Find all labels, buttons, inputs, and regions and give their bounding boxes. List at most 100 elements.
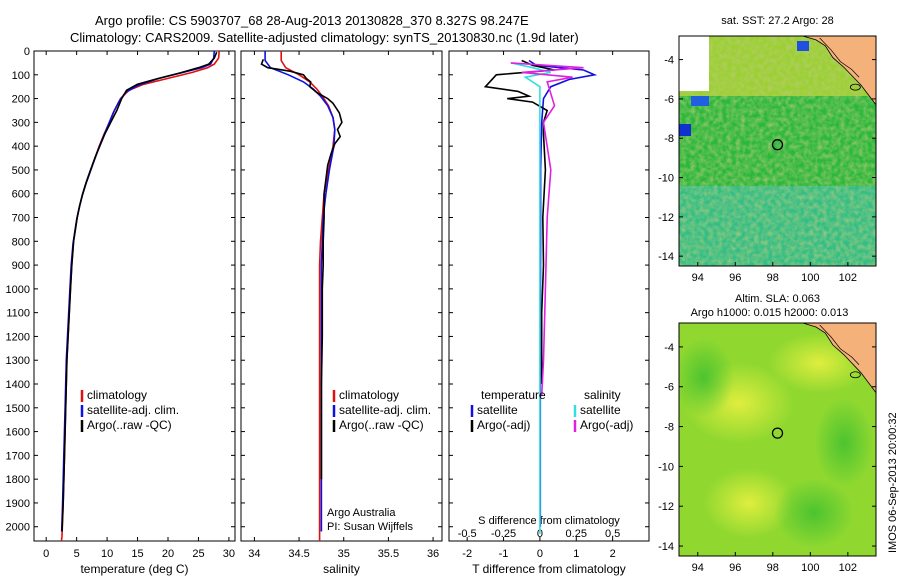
salinity-profile: 34 34.5 35 35.5 36 salinity climatologysatelli… (240, 50, 443, 576)
argo-float-marker (771, 427, 784, 439)
x-tick-label: 25 (192, 548, 204, 560)
map-title: Altim. SLA: 0.063 (735, 293, 820, 305)
depth-tick-label: 600 (12, 189, 30, 201)
x-tick-label: 35.5 (378, 548, 399, 560)
x-tick-label: 20 (162, 548, 174, 560)
map-y-tick-label: -14 (658, 251, 674, 263)
x-tick-label: 10 (101, 548, 113, 560)
annotation-text: PI: Susan Wijffels (327, 521, 413, 533)
map-x-tick-label: 98 (767, 272, 779, 284)
depth-tick-label: 0 (24, 46, 30, 58)
depth-tick-label: 300 (12, 117, 30, 129)
map-field (679, 323, 876, 556)
depth-tick-label: 700 (12, 213, 30, 225)
legend-label: satellite (477, 403, 518, 417)
island-coastline (819, 324, 860, 366)
header-line-2: Climatology: CARS2009. Satellite-adjuste… (70, 30, 579, 45)
depth-tick-label: 1200 (6, 331, 30, 343)
top-x-label: S difference from climatology (478, 515, 620, 527)
depth-tick-label: 200 (12, 94, 30, 106)
map-y-tick-label: -6 (664, 382, 674, 394)
sst-texture (679, 36, 876, 266)
x-tick-label: -1 (499, 548, 509, 560)
map-y-tick-label: -12 (658, 212, 674, 224)
map-x-tick-label: 102 (839, 272, 857, 284)
depth-tick-label: 1100 (6, 308, 30, 320)
depth-tick-label: 1800 (6, 474, 30, 486)
x-axis-label: temperature (deg C) (80, 562, 188, 576)
argo-float-marker (771, 139, 784, 151)
map-x-tick-label: 102 (839, 562, 857, 574)
sla-low (679, 338, 734, 418)
sst-cold-cell (679, 124, 691, 136)
map-x-tick-label: 100 (801, 562, 819, 574)
x-tick-label: 34.5 (288, 548, 309, 560)
sla-high (704, 468, 794, 538)
depth-tick-label: 100 (12, 70, 30, 82)
legend-label: Argo(..raw -QC) (339, 418, 424, 432)
sla-low (774, 478, 854, 548)
map-y-tick-label: -14 (658, 541, 674, 553)
map-x-tick-label: 96 (729, 562, 741, 574)
depth-tick-label: 2000 (6, 522, 30, 534)
plot-frame (240, 50, 443, 542)
series-argo (260, 59, 343, 480)
island-coastline (849, 371, 861, 379)
depth-tick-label: 1300 (6, 355, 30, 367)
depth-tick-label: 1500 (6, 403, 30, 415)
map-x-tick-label: 100 (801, 272, 819, 284)
top-x-tick-label: -0.25 (491, 528, 516, 540)
side-stamp: IMOS 06-Sep-2013 20:00:32 (887, 412, 899, 553)
legend-label: Argo(..raw -QC) (87, 418, 172, 432)
depth-tick-label: 400 (12, 141, 30, 153)
depth-tick-label: 800 (12, 236, 30, 248)
map-y-tick-label: -4 (664, 342, 674, 354)
sst-cold-cell (797, 41, 809, 51)
x-tick-label: 2 (610, 548, 616, 560)
map-x-tick-label: 96 (729, 272, 741, 284)
plot-frame (448, 50, 650, 542)
legend-label: temperature (481, 388, 546, 402)
depth-tick-label: 500 (12, 165, 30, 177)
x-axis-label: salinity (323, 562, 360, 576)
x-tick-label: 0 (43, 548, 49, 560)
top-x-tick-label: 0.5 (605, 528, 620, 540)
map-y-tick-label: -12 (658, 501, 674, 513)
depth-tick-label: 1700 (6, 450, 30, 462)
map-x-tick-label: 94 (692, 272, 704, 284)
legend-label: Argo(-adj) (580, 418, 633, 432)
legend-label: climatology (339, 388, 399, 402)
map-frame (678, 35, 877, 267)
map-title: Argo h1000: 0.015 h2000: 0.013 (691, 307, 849, 319)
header-line-1: Argo profile: CS 5903707_68 28-Aug-2013 … (95, 13, 529, 28)
sst-missing-data (679, 36, 709, 91)
legend-label: Argo(-adj) (477, 418, 530, 432)
map-frame (678, 322, 877, 557)
map-y-tick-label: -10 (658, 461, 674, 473)
top-x-tick-label: -0.5 (458, 528, 477, 540)
series-salinity-satellite (510, 62, 552, 534)
map-y-tick-label: -6 (664, 94, 674, 106)
sst-map: 94 96 98 100 102 -4 -6 -8 -10 -12 -14 sat. SST: 27.… (658, 15, 877, 284)
legend-label: salinity (584, 388, 621, 402)
land-mass (802, 323, 876, 394)
land-mass (802, 36, 876, 106)
sla-map: 94 96 98 100 102 -4 -6 -8 -10 -12 -14 Altim. SLA: 0… (658, 293, 877, 574)
x-axis-label: T difference from climatology (472, 562, 626, 576)
map-field (679, 36, 876, 266)
plot-frame (33, 50, 236, 542)
depth-tick-label: 1000 (6, 284, 30, 296)
map-y-tick-label: -4 (664, 55, 674, 67)
series-argo (61, 51, 218, 532)
legend-label: satellite-adj. clim. (87, 403, 179, 417)
top-x-tick-label: 0 (537, 528, 543, 540)
map-y-tick-label: -8 (664, 133, 674, 145)
sla-low (814, 398, 874, 488)
series-salinity-argo (510, 62, 584, 396)
x-tick-label: 5 (74, 548, 80, 560)
map-y-tick-label: -8 (664, 422, 674, 434)
depth-tick-label: 1900 (6, 498, 30, 510)
island-coastline (819, 37, 860, 78)
